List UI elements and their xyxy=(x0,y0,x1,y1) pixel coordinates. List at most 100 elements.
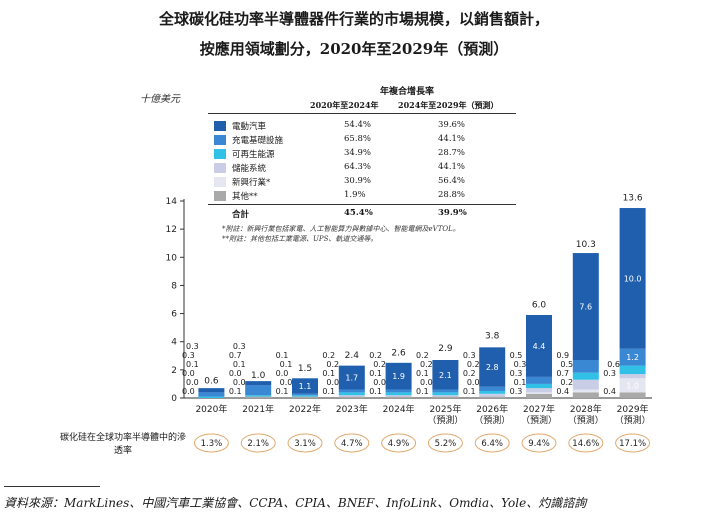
segment-value-label: 0.3 xyxy=(463,351,476,360)
source-divider xyxy=(4,486,100,487)
penetration-rate-value: 1.3% xyxy=(201,439,223,449)
legend-series-name: 其他** xyxy=(232,192,258,202)
legend-divider xyxy=(208,204,516,205)
legend-col1-header: 2020年至2024年 xyxy=(310,100,379,110)
penetration-rate-value: 4.7% xyxy=(341,439,363,449)
segment-value-label: 0.0 xyxy=(467,378,480,387)
bar-segment xyxy=(198,392,225,397)
y-tick-label: 6 xyxy=(171,310,177,320)
bar-segment xyxy=(479,386,506,391)
segment-value-label: 2.8 xyxy=(486,363,499,372)
segment-value-label: 0.3 xyxy=(510,369,523,378)
bar-total-label: 3.8 xyxy=(485,332,500,342)
bar-segment xyxy=(432,392,459,396)
bar-segment xyxy=(385,395,412,397)
bar-segment xyxy=(198,388,225,393)
penetration-rate-value: 4.9% xyxy=(388,439,410,449)
bar-segment xyxy=(432,396,459,398)
legend-total-cagr2: 39.9% xyxy=(438,208,467,218)
penetration-rate-value: 14.6% xyxy=(572,439,599,449)
segment-value-label: 0.0 xyxy=(280,378,293,387)
segment-value-label: 1.7 xyxy=(345,374,358,383)
segment-value-label: 10.0 xyxy=(624,274,642,283)
bar-segment xyxy=(619,365,646,375)
penetration-rate-value: 3.1% xyxy=(294,439,316,449)
segment-value-label: 0.2 xyxy=(326,360,339,369)
x-tick-label: （預測） xyxy=(427,414,463,426)
penetration-rate-badge xyxy=(381,433,417,453)
segment-value-label: 0.9 xyxy=(556,351,569,360)
bar-total-label: 2.4 xyxy=(345,351,360,361)
bar-total-label: 13.6 xyxy=(623,194,643,204)
bar-total-label: 2.9 xyxy=(438,344,453,354)
segment-value-label: 0.6 xyxy=(607,360,620,369)
penetration-rate-badge xyxy=(287,433,323,453)
legend-cagr-2024-2029: 39.6% xyxy=(438,120,466,130)
bar-segment xyxy=(245,396,272,398)
legend-cagr-2020-2024: 1.9% xyxy=(344,190,366,200)
y-tick-label: 12 xyxy=(166,225,177,235)
x-tick-label: 2026年 xyxy=(476,403,508,415)
bar-segment xyxy=(292,396,318,398)
x-tick-label: 2022年 xyxy=(289,403,321,415)
bar-segment xyxy=(432,389,459,393)
legend-cagr-2020-2024: 34.9% xyxy=(344,148,372,158)
segment-value-label: 0.3 xyxy=(514,360,527,369)
segment-value-label: 0.0 xyxy=(186,378,199,387)
bar-segment xyxy=(432,360,459,390)
segment-value-label: 0.3 xyxy=(182,351,195,360)
legend-col2-header: 2024年至2029年（預測） xyxy=(398,100,499,110)
segment-value-label: 0.1 xyxy=(276,387,289,396)
bar-segment xyxy=(526,376,552,384)
bar-segment xyxy=(245,381,272,386)
segment-value-label: 1.1 xyxy=(299,382,312,391)
x-tick-label: （預測） xyxy=(521,414,557,426)
legend-total-label: 合計 xyxy=(232,210,250,220)
bar-total-label: 1.5 xyxy=(298,364,312,374)
segment-value-label: 0.5 xyxy=(510,351,523,360)
segment-value-label: 0.0 xyxy=(182,387,195,396)
x-tick-label: （預測） xyxy=(615,414,651,426)
legend-cagr-2020-2024: 30.9% xyxy=(344,176,372,186)
segment-value-label: 0.1 xyxy=(416,369,429,378)
segment-value-label: 0.0 xyxy=(276,369,289,378)
y-tick-label: 14 xyxy=(166,197,178,207)
bar-segment xyxy=(619,348,646,366)
legend-total-row: 合計 45.4% 39.9% xyxy=(208,208,516,220)
segment-value-label: 0.0 xyxy=(420,378,433,387)
penetration-rate-badge xyxy=(474,433,510,453)
penetration-rate-badge xyxy=(334,433,370,453)
segment-value-label: 0.2 xyxy=(369,351,382,360)
bar-segment xyxy=(526,388,552,393)
bar-total-label: 2.6 xyxy=(391,348,406,358)
bar-total-label: 6.0 xyxy=(532,301,547,311)
penetration-rate-badge xyxy=(521,433,557,453)
bar-segment xyxy=(245,395,272,397)
legend-cagr-2020-2024: 54.4% xyxy=(344,120,372,130)
segment-value-label: 0.1 xyxy=(369,369,382,378)
bar-total-label: 10.3 xyxy=(576,240,596,250)
legend-swatch xyxy=(214,191,226,201)
legend-row: 儲能系統 64.3% 44.1% xyxy=(208,162,516,174)
segment-value-label: 0.1 xyxy=(280,360,293,369)
segment-value-label: 7.6 xyxy=(579,303,592,312)
bar-segment xyxy=(338,389,365,393)
penetration-rate-label: 碳化硅在全球功率半導體中的滲透率 xyxy=(59,433,186,456)
legend-swatch xyxy=(214,177,226,187)
bar-segment xyxy=(385,396,412,398)
bar-segment xyxy=(526,393,552,398)
x-tick-label: （預測） xyxy=(474,414,510,426)
penetration-rate-value: 6.4% xyxy=(481,439,503,449)
bar-segment xyxy=(245,385,272,396)
y-tick-label: 2 xyxy=(171,366,177,376)
bar-total-label: 0.6 xyxy=(204,377,219,387)
segment-value-label: 0.1 xyxy=(514,378,527,387)
segment-value-label: 0.1 xyxy=(322,369,335,378)
segment-value-label: 0.1 xyxy=(416,387,429,396)
segment-value-label: 0.3 xyxy=(233,342,246,351)
segment-value-label: 0.1 xyxy=(186,360,199,369)
x-tick-label: 2024年 xyxy=(383,403,415,415)
x-tick-label: 2025年 xyxy=(429,403,461,415)
segment-value-label: 0.2 xyxy=(420,360,433,369)
segment-value-label: 0.1 xyxy=(229,387,242,396)
